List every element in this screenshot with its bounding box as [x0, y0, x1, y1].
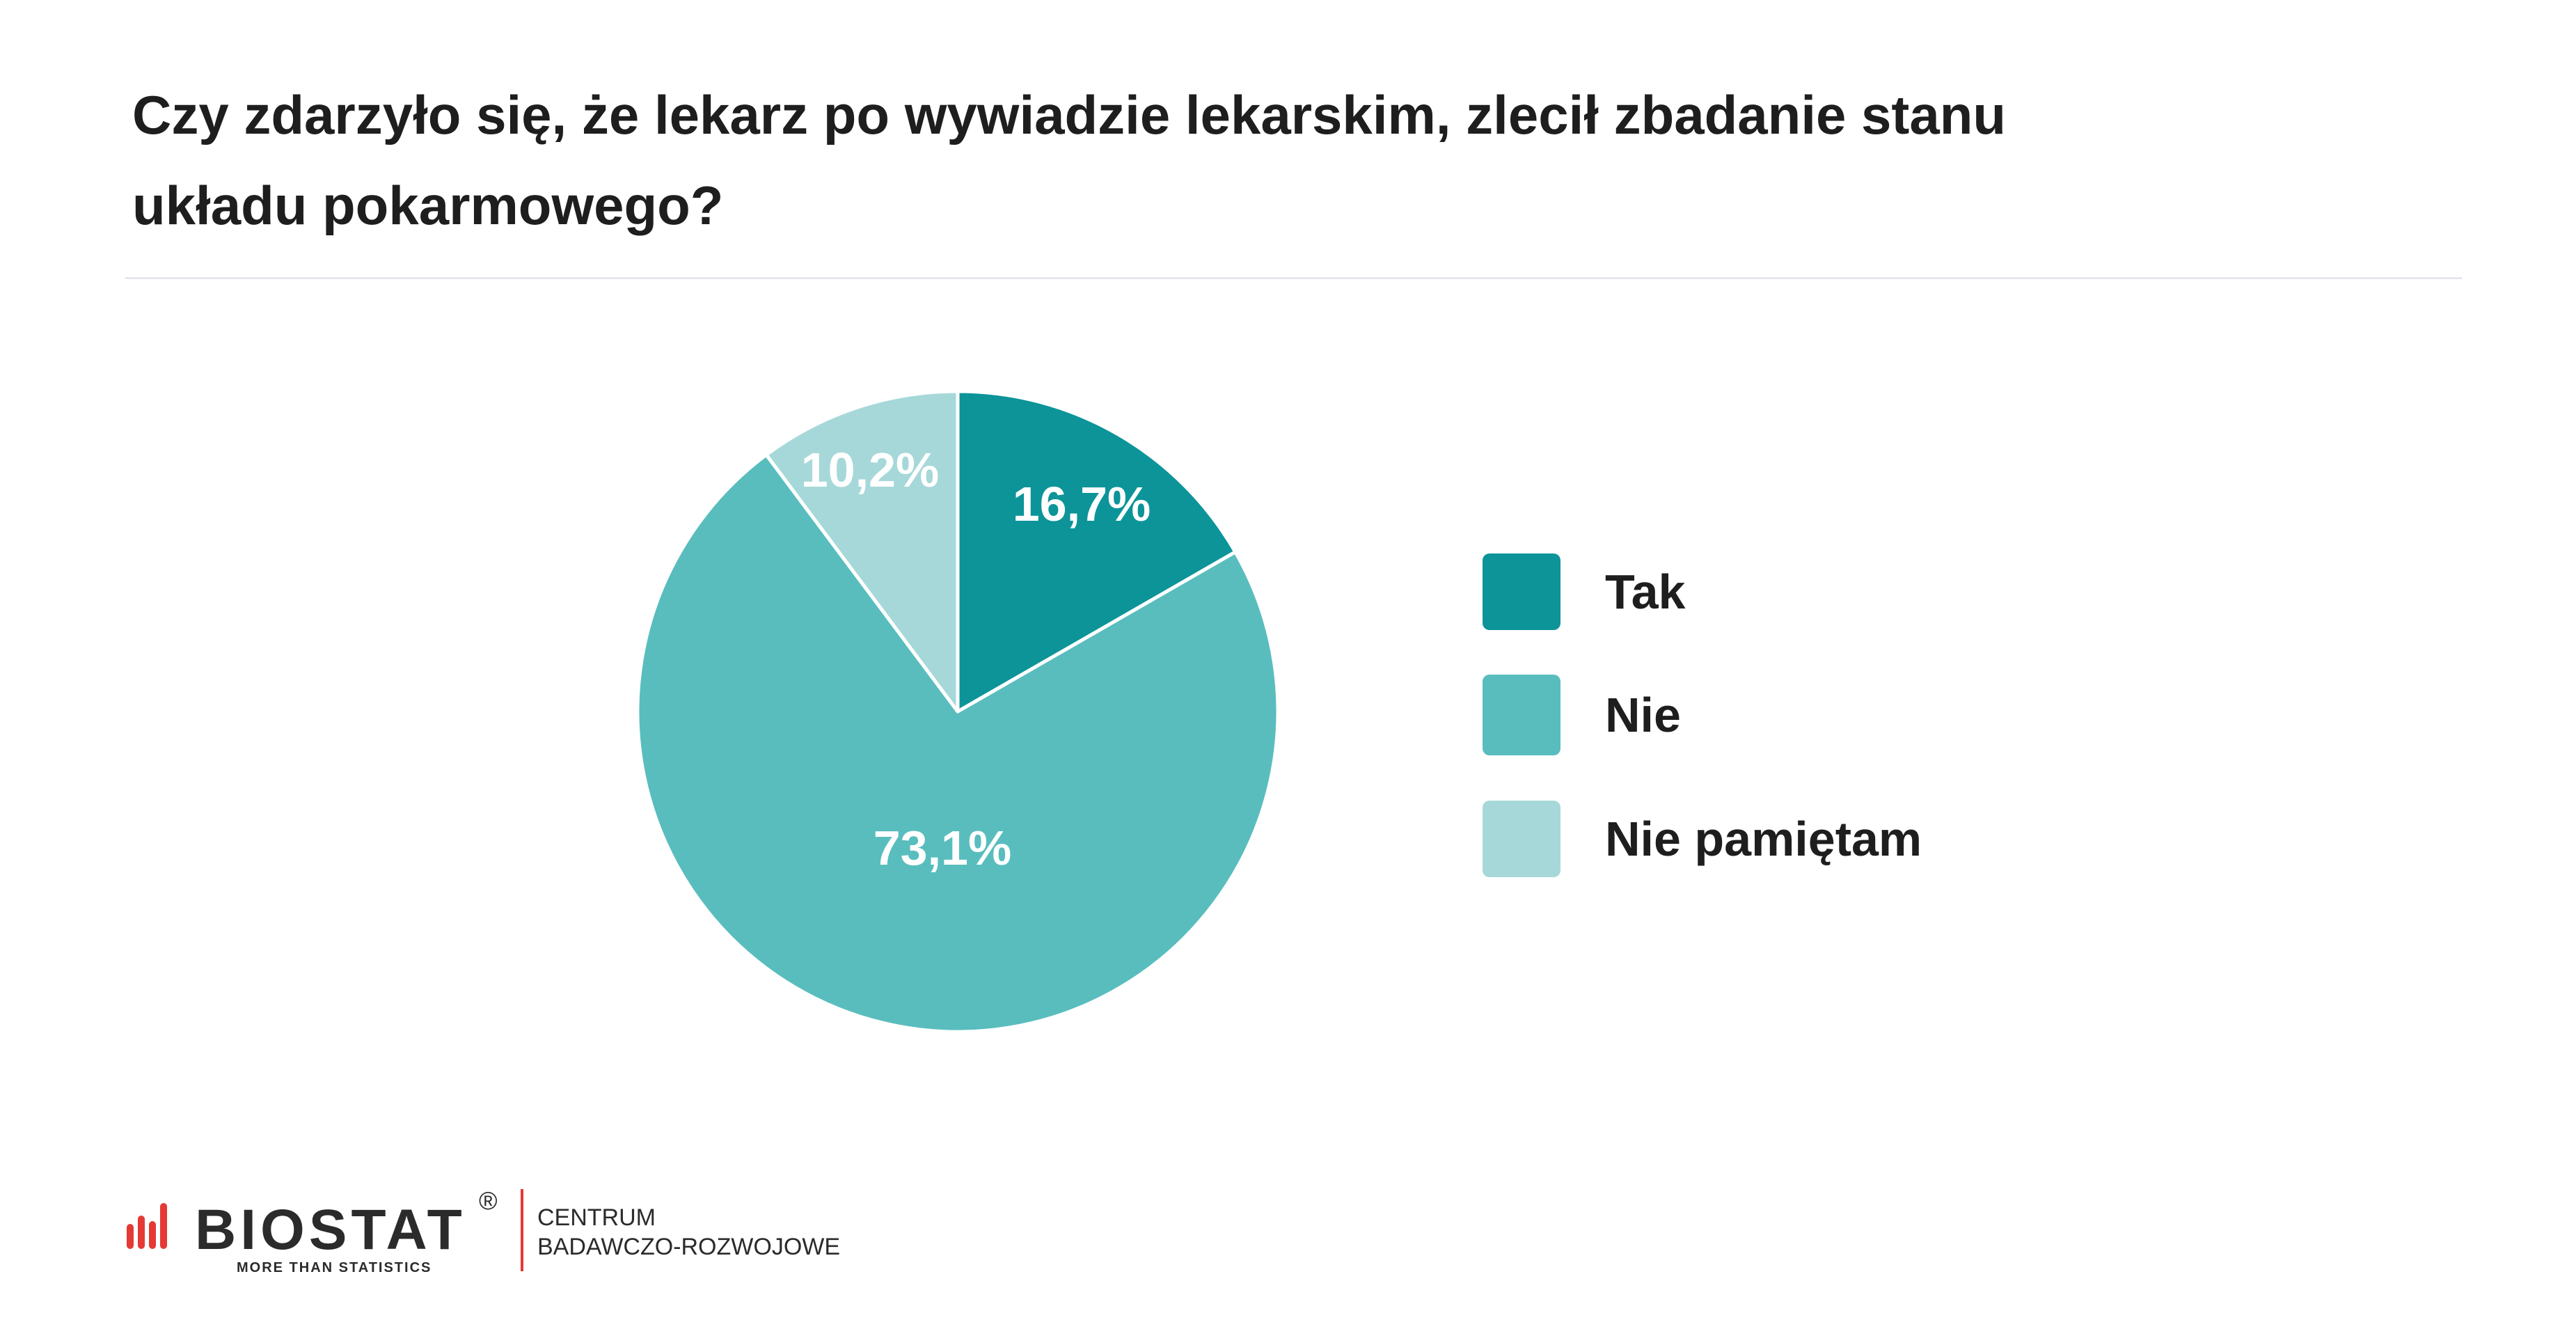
title-divider	[125, 277, 2462, 279]
legend-item-nie-pamietam: Nie pamiętam	[1483, 801, 1922, 877]
pie-data-label-tak: 16,7%	[1013, 477, 1151, 531]
legend-label-nie-pamietam: Nie pamiętam	[1605, 812, 1922, 866]
legend-swatch-nie-pamietam	[1483, 801, 1560, 877]
legend-item-tak: Tak	[1483, 553, 1685, 630]
pie-slice-tak	[956, 389, 1238, 714]
pie-data-label-nie-pamiętam: 10,2%	[801, 443, 939, 497]
registered-mark: ®	[479, 1186, 498, 1215]
pie-slice-nie-pamiętam	[764, 389, 960, 714]
org-name-line-1: CENTRUM	[537, 1204, 656, 1231]
logo-wordmark: BIOSTAT	[195, 1198, 466, 1262]
pie-data-label-nie: 73,1%	[874, 821, 1011, 875]
chart-title: Czy zdarzyło się, że lekarz po wywiadzie…	[132, 70, 2429, 251]
org-name-line-2: BADAWCZO-ROZWOJOWE	[537, 1234, 841, 1260]
chart-title-line-2: układu pokarmowego?	[132, 175, 724, 236]
legend-label-nie: Nie	[1605, 688, 1681, 742]
legend-item-nie: Nie	[1483, 675, 1681, 755]
logo-bars-icon	[127, 1203, 167, 1249]
chart-title-line-1: Czy zdarzyło się, że lekarz po wywiadzie…	[132, 84, 2007, 146]
pie-slice-nie	[635, 453, 1280, 1034]
logo-tagline: MORE THAN STATISTICS	[237, 1260, 432, 1275]
legend-swatch-nie	[1483, 675, 1560, 755]
logo-divider	[521, 1189, 523, 1271]
legend-label-tak: Tak	[1605, 565, 1686, 619]
legend-swatch-tak	[1483, 553, 1560, 630]
org-name: CENTRUM BADAWCZO-ROZWOJOWE	[537, 1203, 840, 1262]
